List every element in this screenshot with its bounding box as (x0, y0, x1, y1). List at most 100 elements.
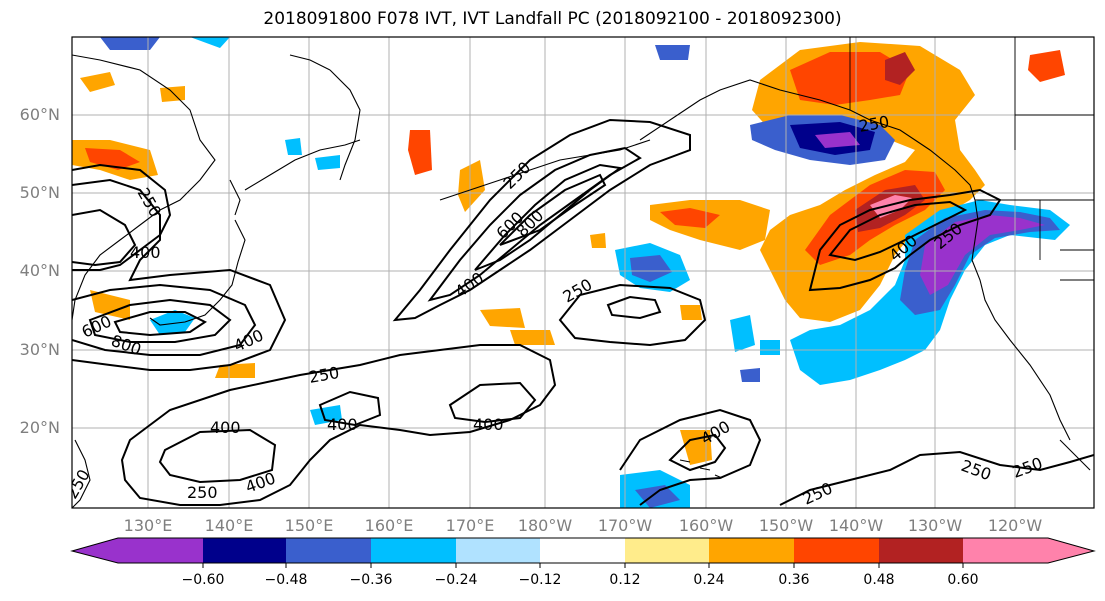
pc-negative-coast-core (920, 215, 1045, 295)
pc-positive-small-11 (590, 233, 606, 248)
lat-label-40n: 40°N (20, 261, 60, 280)
contour-label: 400 (327, 415, 358, 434)
lon-label: 180°W (518, 516, 573, 535)
pc-negative-small-2 (190, 37, 230, 48)
colorbar-tick-label: 0.48 (863, 572, 894, 588)
colorbar-tick-label: 0.36 (778, 572, 809, 588)
lon-label: 160°W (679, 516, 734, 535)
lon-label: 150°W (759, 516, 814, 535)
contour-label: 400 (210, 418, 241, 437)
map-gridlines (72, 37, 1094, 508)
ivt-contour-coast-250 (808, 188, 1002, 292)
ivt-contour-japan-400 (72, 283, 257, 356)
colorbar-segment (794, 538, 879, 563)
lat-label-60n: 60°N (20, 105, 60, 124)
ivt-contour-subtrop-250 (120, 344, 557, 506)
pc-negative-small-9 (285, 138, 302, 155)
pc-positive-small-8 (90, 290, 130, 320)
pc-negative-small-7 (310, 405, 342, 425)
pc-negative-gulf-peak (815, 132, 860, 148)
pc-positive-small-4 (458, 160, 485, 212)
ivt-contour-ridge-600 (474, 163, 623, 271)
ivt-contour-central-400 (606, 295, 662, 320)
figure-title: 2018091800 F078 IVT, IVT Landfall PC (20… (263, 9, 842, 29)
ivt-contour-japan-250 (72, 178, 287, 371)
colorbar-tick-label: 0.12 (609, 572, 640, 588)
map-plot-area: 250 400 600 800 250 400 600 800 250 400 … (72, 37, 1094, 508)
colorbar-segment (203, 538, 286, 563)
ivt-contour-subtrop-400-a (158, 428, 277, 484)
colorbar-segment (963, 538, 1048, 563)
colorbar-outline (70, 537, 1096, 564)
ivt-contour-coast-400 (828, 200, 968, 262)
contour-label: 400 (473, 415, 504, 434)
lat-label-50n: 50°N (20, 183, 60, 202)
colorbar-tick-label: −0.12 (519, 572, 562, 588)
lon-label: 140°W (829, 516, 884, 535)
pc-positive-mid-pacific-inner (660, 208, 720, 228)
ivt-contour-ridge-250 (392, 118, 691, 322)
coast-na-west (971, 199, 1071, 441)
lon-label: 170°E (446, 516, 495, 535)
lon-label: 170°W (598, 516, 653, 535)
colorbar-tick-label: −0.48 (265, 572, 308, 588)
colorbar-segment (540, 538, 625, 563)
ivt-contour-hawaii-250 (619, 408, 762, 506)
ivt-contour-japan-600 (88, 298, 232, 343)
lat-label-20n: 20°N (20, 418, 60, 437)
colorbar-ticks (202, 563, 964, 568)
colorbar-extend-high (1048, 538, 1094, 563)
ivt-contour-asia-250 (72, 163, 172, 271)
coastlines (72, 37, 1094, 508)
colorbar-tick-label: 0.60 (947, 572, 978, 588)
lat-label-30n: 30°N (20, 340, 60, 359)
pc-positive-small-1 (408, 130, 432, 175)
pc-negative-central-core (630, 255, 672, 282)
pc-negative-japan (150, 310, 195, 335)
coast-ph (72, 439, 91, 508)
pc-negative-small-5 (760, 340, 780, 355)
pc-positive-small-9 (680, 430, 712, 465)
colorbar-segment (625, 538, 709, 563)
colorbar-segment (879, 538, 963, 563)
pc-negative-small-6 (740, 368, 760, 382)
pc-negative-small-8 (315, 155, 340, 170)
pc-positive-small-6 (480, 308, 525, 328)
ivt-contour-central-250 (558, 283, 707, 347)
ivt-contour-subtrop-400-b (448, 381, 537, 424)
ivt-contour-asia-400 (72, 208, 137, 267)
colorbar-segment (118, 538, 203, 563)
pc-negative-subtropic-core (635, 485, 680, 508)
pc-positive-small-2 (80, 72, 115, 92)
coast-mexico (1059, 439, 1091, 471)
coast-kamchatka (289, 54, 361, 181)
colorbar-extend-low (72, 538, 118, 563)
ivt-contour-subtrop-400-c (318, 390, 382, 427)
ivt-contour-east-250 (779, 450, 1094, 506)
lon-label: 130°W (908, 516, 963, 535)
pc-positive-peak (870, 195, 912, 218)
contour-label: 400 (130, 243, 161, 262)
coast-alaska (639, 79, 976, 201)
pc-negative-small-1 (100, 37, 160, 50)
lon-label: 120°W (988, 516, 1043, 535)
latitude-labels: 60°N 50°N 40°N 30°N 20°N (20, 105, 60, 437)
ivt-contour-hawaii-400 (668, 433, 727, 472)
colorbar-segment (371, 538, 456, 563)
lon-label: 140°E (205, 516, 254, 535)
colorbar-segment (709, 538, 794, 563)
lon-label: 150°E (285, 516, 334, 535)
contour-label: 250 (187, 483, 218, 502)
colorbar-tick-label: 0.24 (693, 572, 724, 588)
pc-positive-small-10 (680, 305, 702, 320)
colorbar-segments (72, 538, 1094, 563)
ivt-contour-ridge-800 (499, 173, 607, 246)
ivt-contours (72, 118, 1094, 506)
coast-kuril (244, 139, 361, 191)
colorbar-segment (286, 538, 371, 563)
colorbar-tick-label: −0.60 (182, 572, 225, 588)
colorbar-tick-label: −0.24 (435, 572, 478, 588)
colorbar-tick-label: −0.36 (350, 572, 393, 588)
coast-japan (149, 179, 246, 326)
